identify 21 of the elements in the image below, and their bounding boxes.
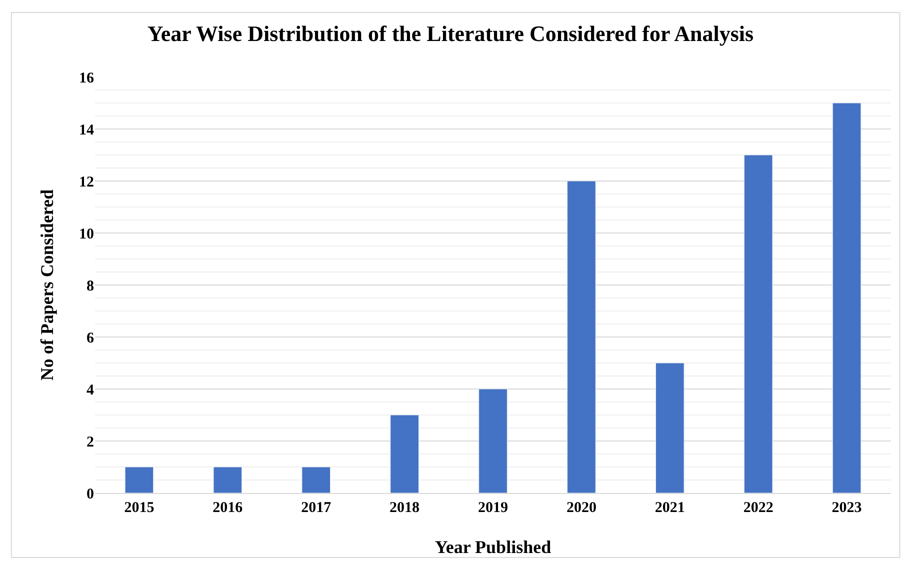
y-tick-label: 14 [79,122,94,138]
y-tick-label: 0 [86,486,94,502]
x-tick-label: 2017 [301,500,332,516]
x-tick-label: 2019 [478,500,508,516]
x-tick-label: 2018 [390,500,420,516]
y-tick-label: 4 [86,382,94,398]
x-tick-label: 2015 [124,500,154,516]
x-tick-label: 2022 [743,500,774,516]
y-tick-label: 6 [86,330,94,346]
x-axis-title: Year Published [434,537,552,558]
y-tick-label: 12 [79,174,94,190]
x-tick-label: 2023 [832,500,862,516]
x-tick-label: 2020 [566,500,596,516]
y-tick-label: 2 [86,434,94,450]
x-tick-label: 2021 [654,500,685,516]
y-tick-label: 16 [79,70,94,86]
y-tick-label: 10 [79,226,94,242]
chart-title: Year Wise Distribution of the Literature Considered for Analysis [147,20,754,46]
x-tick-label: 2016 [212,500,244,516]
y-tick-label: 8 [86,278,94,294]
y-axis-title: No of Papers Considered [37,189,58,381]
